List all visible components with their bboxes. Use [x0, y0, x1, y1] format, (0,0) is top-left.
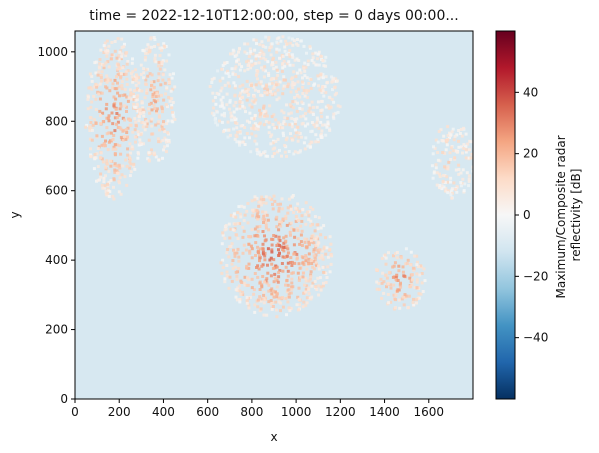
x-tick-label: 1400: [369, 405, 400, 419]
x-tick-label: 0: [71, 405, 79, 419]
x-tick-label: 800: [240, 405, 263, 419]
reflectivity-cell: [430, 125, 473, 200]
reflectivity-cell: [208, 35, 342, 158]
x-tick-label: 200: [108, 405, 131, 419]
reflectivity-cell: [375, 247, 427, 311]
reflectivity-cell: [219, 194, 334, 319]
x-tick-label: 1000: [281, 405, 312, 419]
colorbar: −40 −20 0 20 40 Maximum/Composite radar refl…: [495, 30, 583, 400]
colorbar-tick-label: 40: [523, 85, 538, 99]
colorbar-ticks: −40 −20 0 20 40: [515, 85, 548, 345]
reflectivity-cell: [132, 36, 177, 163]
colorbar-tick-label: −40: [523, 331, 548, 345]
colorbar-label: Maximum/Composite radar reflectivity [dB…: [554, 131, 583, 298]
y-tick-label: 1000: [37, 45, 68, 59]
chart-title: time = 2022-12-10T12:00:00, step = 0 day…: [89, 8, 458, 24]
colorbar-tick-label: 0: [523, 208, 531, 222]
colorbar-label-line-1: Maximum/Composite radar: [554, 135, 568, 298]
y-tick-label: 200: [45, 323, 68, 337]
colorbar-label-line-2: reflectivity [dB]: [569, 169, 583, 262]
x-tick-label: 600: [196, 405, 219, 419]
y-axis-label: y: [8, 211, 22, 218]
colorbar-tick-label: 20: [523, 147, 538, 161]
colorbar-tick-label: −20: [523, 269, 548, 283]
x-tick-label: 1600: [414, 405, 445, 419]
x-tick-label: 1200: [325, 405, 356, 419]
colorbar-gradient: [495, 30, 516, 400]
y-tick-label: 400: [45, 253, 68, 267]
y-axis-ticks: 0 200 400 600 800 1000: [37, 45, 75, 406]
x-axis-label: x: [270, 430, 277, 444]
y-tick-label: 0: [60, 392, 68, 406]
y-tick-label: 800: [45, 114, 68, 128]
reflectivity-features: [84, 35, 473, 319]
x-tick-label: 400: [152, 405, 175, 419]
y-tick-label: 600: [45, 184, 68, 198]
plot-frame: [74, 30, 474, 400]
x-axis-ticks: 0 200 400 600 800 1000 1200 1400 1600: [71, 399, 444, 419]
heatmap-plot-area: [74, 30, 474, 400]
